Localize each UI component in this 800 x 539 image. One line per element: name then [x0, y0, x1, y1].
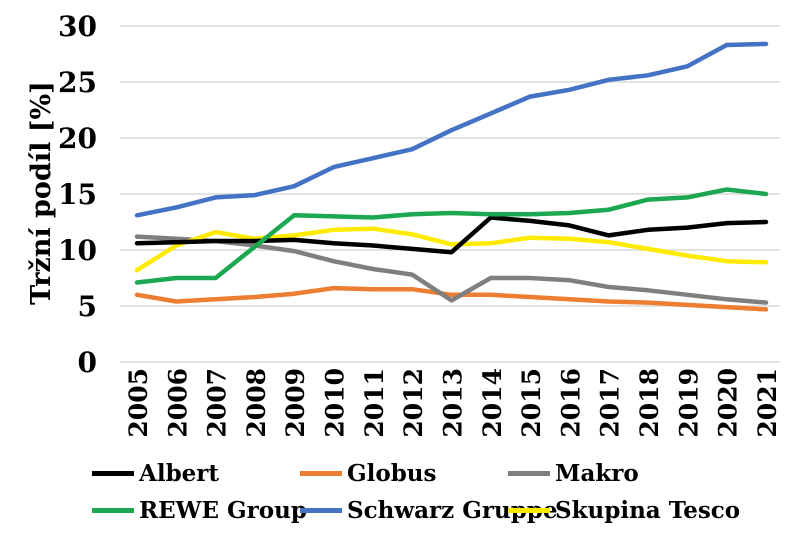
x-tick-label: 2017	[596, 368, 625, 438]
legend-marker	[92, 508, 134, 514]
legend-label: Albert	[139, 460, 220, 487]
x-tick-label: 2012	[399, 368, 428, 438]
legend-label: Globus	[347, 460, 437, 487]
legend-label: REWE Group	[139, 497, 307, 524]
legend-label: Skupina Tesco	[555, 497, 741, 524]
y-tick-label: 5	[78, 290, 97, 323]
y-tick-label: 10	[58, 234, 97, 267]
legend-marker	[300, 508, 342, 514]
x-tick-label: 2014	[478, 368, 507, 438]
x-tick-label: 2015	[517, 368, 546, 438]
y-axis-title: Tržní podíl [%]	[26, 81, 57, 305]
x-tick-label: 2005	[124, 368, 153, 438]
x-tick-label: 2006	[163, 368, 192, 438]
x-tick-label: 2008	[242, 368, 271, 438]
y-tick-label: 15	[58, 178, 97, 211]
x-tick-label: 2013	[438, 368, 467, 438]
series-line-skupina-tesco	[134, 226, 769, 273]
x-tick-label: 2016	[556, 368, 585, 438]
series-line-globus	[134, 285, 769, 312]
x-tick-label: 2009	[281, 368, 310, 438]
x-tick-label: 2021	[753, 368, 782, 438]
series-line-makro	[134, 234, 769, 305]
legend-item-makro: Makro	[508, 461, 639, 486]
legend-label: Makro	[555, 460, 639, 487]
y-tick-label: 0	[78, 346, 97, 379]
y-tick-label: 30	[58, 10, 97, 43]
x-tick-label: 2020	[714, 368, 743, 438]
legend-item-rewe-group: REWE Group	[92, 498, 307, 523]
x-tick-label: 2018	[635, 368, 664, 438]
legend-marker	[508, 508, 550, 514]
legend-item-globus: Globus	[300, 461, 436, 486]
x-tick-label: 2011	[360, 368, 389, 438]
legend-marker	[92, 471, 134, 477]
x-tick-label: 2019	[674, 368, 703, 438]
series-line-rewe-group	[134, 187, 769, 285]
series-line-albert	[134, 215, 769, 255]
series-line-schwarz-gruppe	[134, 41, 769, 218]
legend-marker	[508, 471, 550, 477]
y-tick-label: 25	[58, 66, 97, 99]
legend-item-albert: Albert	[92, 461, 219, 486]
line-chart-plot-area: 0 5 10 15 20 25 30 Tržní podíl [%] 2005 2006 2007 2…	[26, 10, 782, 438]
x-tick-label: 2007	[203, 368, 232, 438]
y-tick-label: 20	[58, 122, 97, 155]
legend-marker	[300, 471, 342, 477]
x-tick-label: 2010	[321, 368, 350, 438]
legend-item-skupina-tesco: Skupina Tesco	[508, 498, 740, 523]
